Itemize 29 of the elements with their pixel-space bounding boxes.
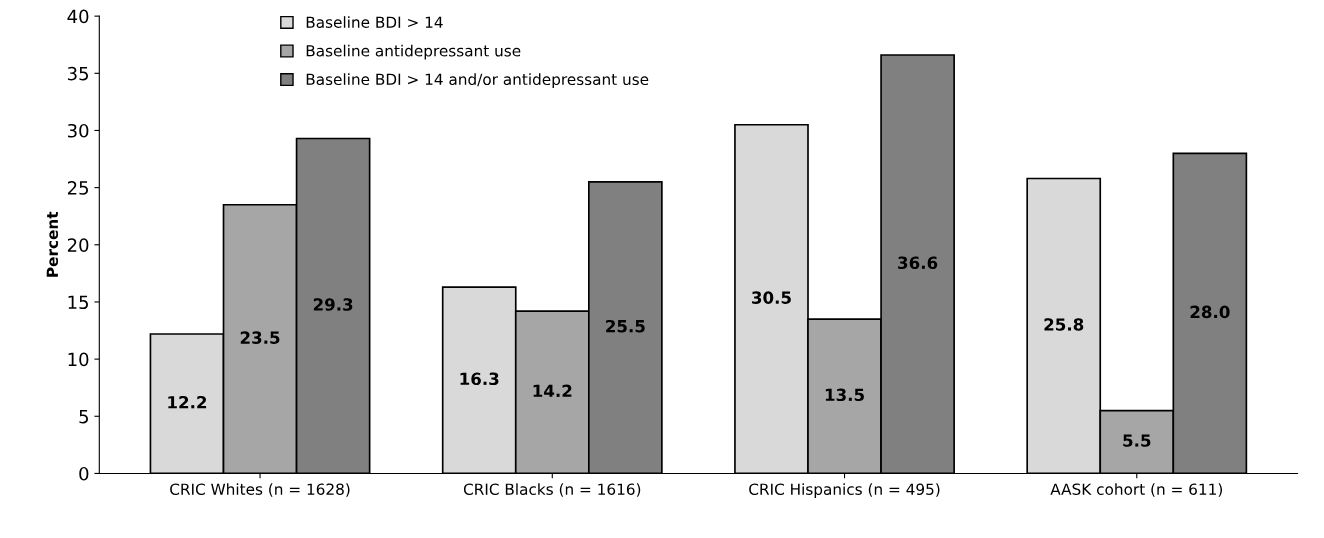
x-tick-label: CRIC Whites (n = 1628) [170, 483, 350, 497]
data-label: 14.2 [533, 384, 572, 397]
data-label: 16.3 [460, 372, 499, 386]
y-tick-label: 35 [67, 66, 88, 81]
y-tick-label: 25 [67, 181, 88, 195]
data-label: 13.5 [825, 388, 864, 402]
y-tick-label: 10 [68, 352, 89, 367]
data-label: 5.5 [1123, 434, 1151, 447]
y-tick-label: 20 [67, 238, 89, 252]
x-tick-label: CRIC Blacks (n = 1616) [463, 483, 641, 497]
legend-label: Baseline BDI > 14 and/or antidepressant use [306, 73, 649, 89]
y-tick-label: 0 [79, 466, 89, 481]
y-tick-label: 40 [67, 9, 89, 24]
data-label: 36.6 [898, 256, 938, 270]
data-label: 30.5 [752, 291, 791, 304]
y-tick-label: 30 [67, 123, 89, 138]
data-label: 25.5 [606, 319, 645, 333]
y-axis-title: Percent [46, 211, 59, 277]
x-tick-label: CRIC Hispanics (n = 495) [749, 483, 940, 498]
data-label: 12.2 [168, 395, 207, 409]
data-label: 23.5 [240, 331, 280, 344]
x-tick-label: AASK cohort (n = 611) [1050, 483, 1223, 497]
data-label: 25.8 [1044, 318, 1084, 331]
y-tick-label: 15 [68, 295, 88, 310]
data-label: 28.0 [1190, 305, 1230, 319]
data-label: 29.3 [313, 298, 353, 311]
legend-label: Baseline antidepressant use [306, 44, 521, 60]
legend-label: Baseline BDI > 14 [306, 16, 443, 28]
y-tick-label: 5 [79, 409, 88, 424]
